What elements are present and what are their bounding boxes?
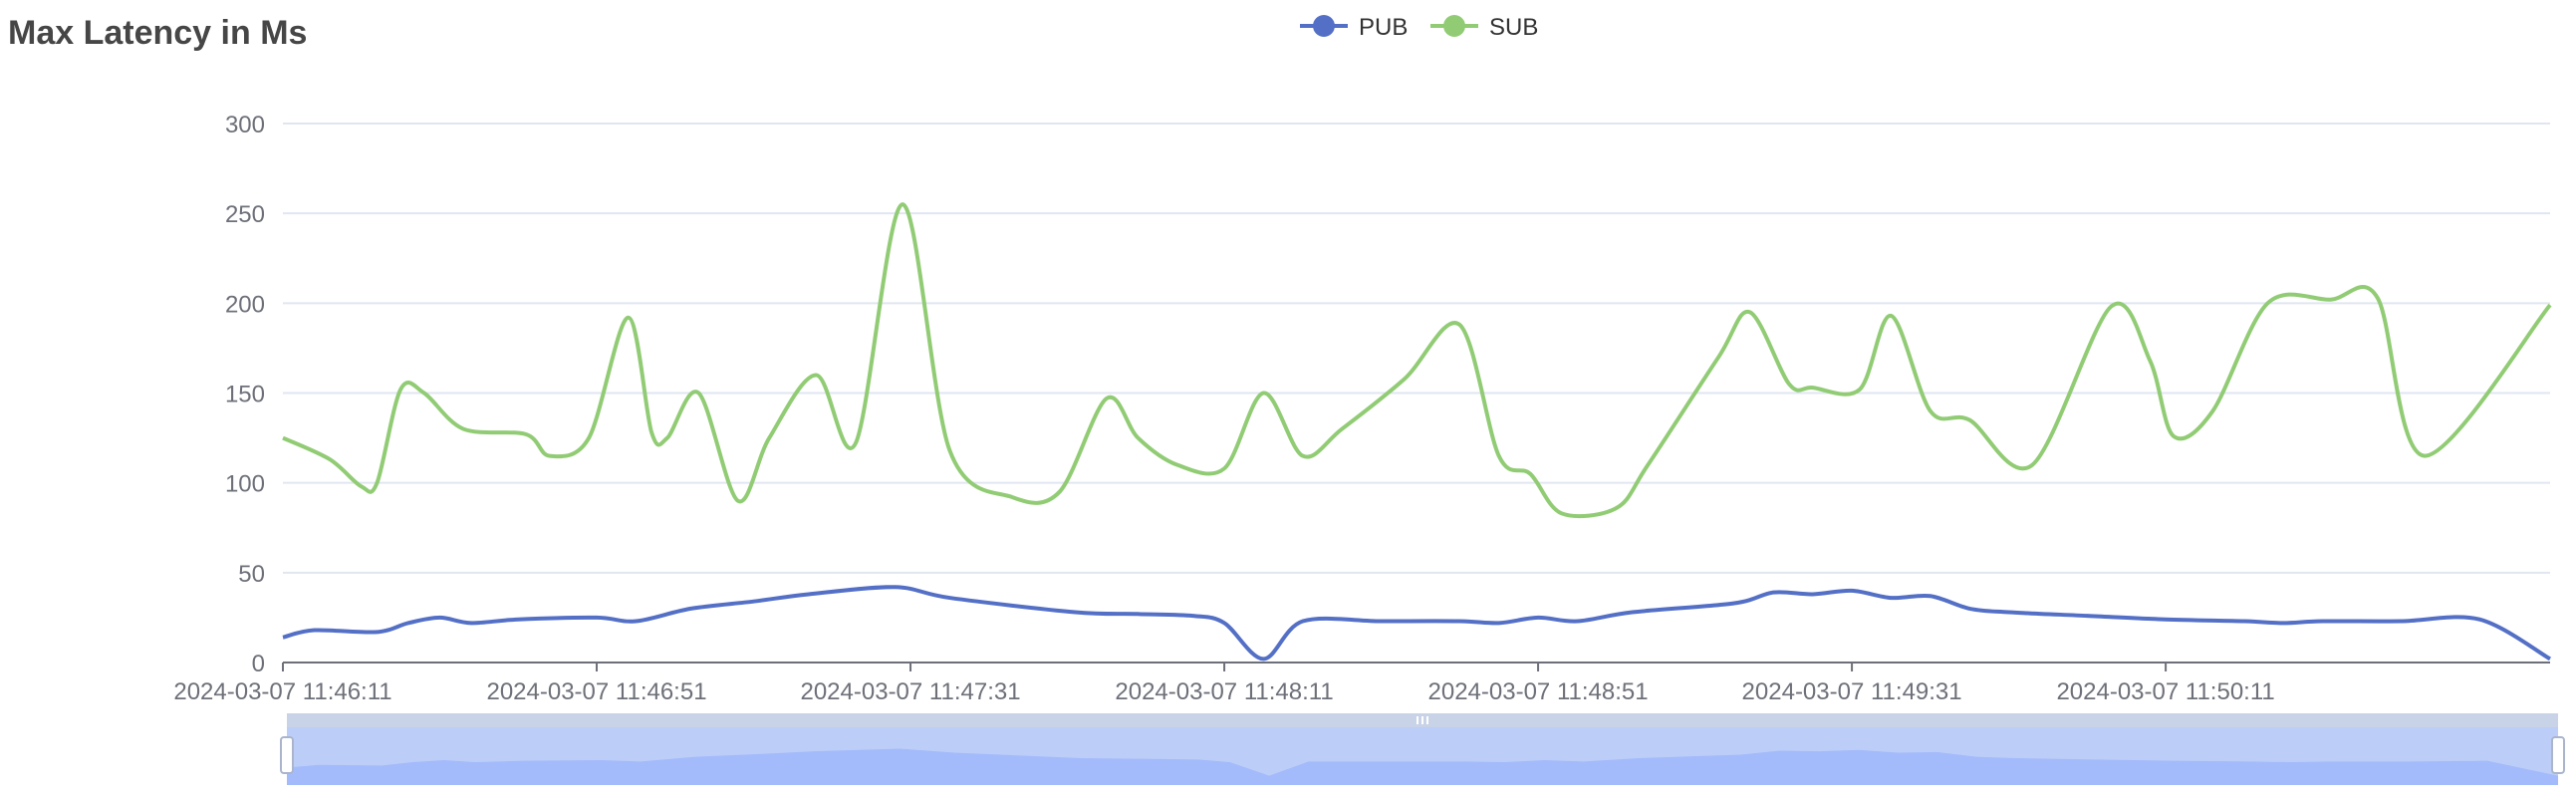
x-tick-label: 2024-03-07 11:46:11 [173, 678, 391, 705]
legend-item-sub[interactable]: SUB [1430, 14, 1538, 41]
series-line-pub [282, 585, 2552, 662]
y-tick-label: 250 [225, 201, 265, 228]
y-gridlines [283, 123, 2550, 574]
legend-item-pub[interactable]: PUB [1300, 14, 1408, 41]
x-axis: 2024-03-07 11:46:11 2024-03-07 11:46:51 20… [173, 662, 2550, 705]
x-tick-label: 2024-03-07 11:50:11 [2056, 678, 2274, 705]
x-tick-label: 2024-03-07 11:48:11 [1115, 678, 1333, 705]
chart-title: Max Latency in Ms [8, 14, 307, 52]
y-tick-label: 50 [238, 561, 265, 588]
legend-label-pub: PUB [1359, 14, 1408, 41]
series-lines [282, 202, 2552, 662]
legend-label-sub: SUB [1489, 14, 1538, 41]
data-zoom-slider[interactable] [280, 713, 2565, 785]
series-line-sub [282, 202, 2552, 519]
data-zoom-selection[interactable] [287, 727, 2558, 785]
x-tick-label: 2024-03-07 11:48:51 [1428, 678, 1649, 705]
y-axis-labels: 0 50 100 150 200 250 300 [225, 112, 265, 677]
y-tick-label: 150 [225, 382, 265, 408]
data-zoom-grip-icon[interactable] [1417, 716, 1428, 724]
y-tick-label: 200 [225, 291, 265, 318]
x-tick-label: 2024-03-07 11:47:31 [800, 678, 1020, 705]
data-zoom-right-handle[interactable] [2551, 736, 2565, 774]
y-tick-label: 100 [225, 471, 265, 498]
y-tick-label: 0 [252, 651, 265, 677]
data-zoom-left-handle[interactable] [280, 736, 294, 774]
y-tick-label: 300 [225, 112, 265, 138]
legend[interactable]: PUB SUB [1300, 14, 1538, 41]
x-tick-label: 2024-03-07 11:46:51 [486, 678, 706, 705]
x-tick-label: 2024-03-07 11:49:31 [1742, 678, 1962, 705]
